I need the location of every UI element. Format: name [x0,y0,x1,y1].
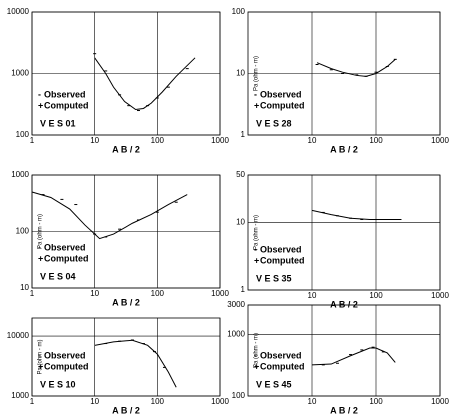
y-tick-label: 1000 [11,170,29,179]
x-tick-label: 10 [308,291,317,300]
legend-symbol: - [38,242,41,252]
legend-symbol: + [38,253,43,263]
sounding-label: V E S 35 [256,273,292,283]
computed-curve [31,191,188,240]
x-tick-label: 10 [308,397,317,406]
x-tick-label: 100 [369,291,383,300]
x-axis-label: A B / 2 [330,144,358,154]
legend-label: Observed [44,89,86,99]
legend-symbol: - [38,89,41,99]
legend-symbol: - [254,89,257,99]
y-tick-label: 1000 [11,391,29,400]
x-tick-label: 1000 [211,289,229,298]
x-axis-label: A B / 2 [112,297,140,307]
y-axis-label: Pa (ohm - m) [38,214,44,249]
y-axis-label: Pa (ohm - m) [254,56,260,91]
x-tick-label: 10 [90,289,99,298]
x-tick-label: 10 [90,136,99,145]
legend-label: Observed [260,350,302,360]
legend-symbol: + [38,361,43,371]
y-tick-label: 1000 [227,330,245,339]
legend-label: Computed [44,361,89,371]
computed-curve [311,209,402,221]
legend-symbol: + [254,361,259,371]
x-tick-label: 1000 [431,291,449,300]
computed-curve [316,58,396,77]
y-axis-label: Pa (ohm - m) [254,333,260,368]
y-tick-label: 100 [16,227,30,236]
y-tick-label: 10 [236,69,245,78]
x-axis-label: A B / 2 [330,405,358,415]
sounding-label: V E S 10 [40,379,76,389]
y-tick-label: 100 [232,391,246,400]
y-tick-label: 100 [16,130,30,139]
x-axis-label: A B / 2 [330,299,358,309]
x-tick-label: 100 [151,289,165,298]
legend-label: Computed [44,100,89,110]
legend-label: Observed [260,244,302,254]
y-tick-label: 1 [241,285,246,294]
legend-symbol: + [254,255,259,265]
legend-symbol: - [254,244,257,254]
computed-curve [94,339,177,388]
y-tick-label: 3000 [227,300,245,309]
x-tick-label: 1 [30,289,35,298]
legend-symbol: + [254,100,259,110]
x-tick-label: 1000 [431,136,449,145]
y-tick-label: 10000 [7,7,30,16]
x-tick-label: 1 [30,136,35,145]
sounding-label: V E S 04 [40,271,76,281]
sounding-label: V E S 28 [256,118,292,128]
computed-curve [94,57,196,111]
x-tick-label: 1000 [211,397,229,406]
x-tick-label: 100 [151,136,165,145]
x-tick-label: 10 [90,397,99,406]
legend-label: Observed [44,242,86,252]
legend-label: Observed [260,89,302,99]
computed-curve [311,347,396,366]
y-tick-label: 1 [241,130,246,139]
x-tick-label: 1 [30,397,35,406]
y-tick-label: 1000 [11,69,29,78]
y-tick-label: 100 [232,7,246,16]
x-axis-label: A B / 2 [112,405,140,415]
legend-label: Observed [44,350,86,360]
x-tick-label: 100 [369,397,383,406]
y-tick-label: 10 [236,217,245,226]
x-tick-label: 100 [151,397,165,406]
x-axis-label: A B / 2 [112,144,140,154]
legend-symbol: + [38,100,43,110]
y-tick-label: 50 [236,170,245,179]
y-axis-label: Pa (ohm - m) [254,215,260,250]
sounding-label: V E S 01 [40,118,76,128]
legend-label: Computed [260,255,305,265]
x-tick-label: 100 [369,136,383,145]
x-tick-label: 1000 [431,397,449,406]
legend-label: Computed [260,361,305,371]
legend-label: Computed [260,100,305,110]
legend-symbol: - [38,350,41,360]
x-tick-label: 10 [308,136,317,145]
y-tick-label: 10000 [7,331,30,340]
sounding-label: V E S 45 [256,379,292,389]
legend-symbol: - [254,350,257,360]
y-axis-label: Pa (ohm - m) [38,339,44,374]
y-tick-label: 10 [20,283,29,292]
x-tick-label: 1000 [211,136,229,145]
legend-label: Computed [44,253,89,263]
